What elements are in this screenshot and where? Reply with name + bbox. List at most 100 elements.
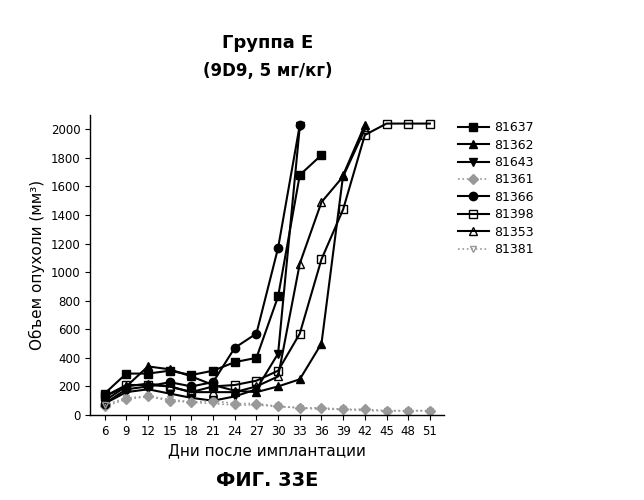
81398 — [209, 384, 217, 390]
81366 — [144, 384, 152, 390]
81361 — [404, 408, 412, 414]
81362 — [231, 388, 238, 394]
81362 — [296, 376, 304, 382]
81643 — [122, 389, 130, 395]
81361 — [426, 408, 434, 414]
81362 — [187, 374, 195, 380]
81398 — [144, 382, 152, 388]
81361 — [339, 406, 347, 412]
81398 — [231, 382, 238, 388]
81361 — [209, 398, 217, 404]
81353 — [274, 374, 282, 380]
81361 — [166, 398, 173, 404]
81366 — [209, 379, 217, 385]
81637 — [231, 359, 238, 365]
81637 — [209, 368, 217, 374]
81362 — [361, 122, 369, 128]
81361 — [317, 405, 325, 411]
81361 — [274, 404, 282, 409]
81361 — [231, 400, 238, 406]
81362 — [317, 340, 325, 346]
81361 — [122, 396, 130, 402]
Line: 81361: 81361 — [101, 393, 433, 414]
81398 — [274, 368, 282, 374]
81353 — [209, 389, 217, 395]
81398 — [383, 120, 390, 126]
81362 — [122, 384, 130, 390]
81353 — [187, 389, 195, 395]
81643 — [231, 394, 238, 400]
81362 — [166, 366, 173, 372]
81353 — [166, 384, 173, 390]
81643 — [144, 386, 152, 392]
81381 — [122, 395, 130, 401]
Text: (9D9, 5 мг/кг): (9D9, 5 мг/кг) — [202, 62, 332, 80]
81637 — [317, 152, 325, 158]
81398 — [404, 120, 412, 126]
81366 — [252, 330, 260, 336]
Line: 81362: 81362 — [100, 121, 369, 400]
81362 — [100, 394, 108, 400]
81398 — [317, 256, 325, 262]
81398 — [361, 132, 369, 138]
81353 — [296, 260, 304, 266]
81643 — [166, 390, 173, 396]
81381 — [426, 408, 434, 414]
Legend: 81637, 81362, 81643, 81361, 81366, 81398, 81353, 81381: 81637, 81362, 81643, 81361, 81366, 81398… — [458, 121, 534, 256]
81353 — [361, 126, 369, 132]
81366 — [166, 379, 173, 385]
81643 — [274, 350, 282, 356]
81353 — [100, 398, 108, 404]
81381 — [361, 408, 369, 414]
81637 — [122, 370, 130, 376]
81381 — [187, 399, 195, 405]
81381 — [274, 404, 282, 409]
X-axis label: Дни после имплантации: Дни после имплантации — [168, 444, 366, 458]
81637 — [274, 294, 282, 300]
81362 — [209, 382, 217, 388]
81381 — [144, 394, 152, 400]
81637 — [166, 368, 173, 374]
81366 — [296, 122, 304, 128]
81637 — [252, 355, 260, 361]
81362 — [339, 172, 347, 178]
81366 — [274, 245, 282, 251]
81381 — [296, 405, 304, 411]
Y-axis label: Объем опухоли (мм³): Объем опухоли (мм³) — [29, 180, 45, 350]
81381 — [317, 406, 325, 412]
81398 — [122, 382, 130, 388]
81381 — [339, 406, 347, 412]
81381 — [100, 402, 108, 408]
81637 — [187, 372, 195, 378]
Text: Группа Е: Группа Е — [222, 34, 313, 52]
81353 — [231, 389, 238, 395]
81381 — [231, 402, 238, 408]
81381 — [252, 402, 260, 408]
81643 — [209, 398, 217, 404]
81366 — [187, 384, 195, 390]
81398 — [296, 330, 304, 336]
Line: 81398: 81398 — [100, 120, 434, 400]
81398 — [100, 394, 108, 400]
Text: ФИГ. 33Е: ФИГ. 33Е — [216, 471, 318, 490]
81398 — [339, 206, 347, 212]
81366 — [100, 400, 108, 406]
81398 — [426, 120, 434, 126]
81361 — [144, 394, 152, 400]
81361 — [383, 408, 390, 414]
81353 — [339, 174, 347, 180]
81643 — [252, 386, 260, 392]
81366 — [122, 386, 130, 392]
81637 — [296, 172, 304, 178]
81381 — [209, 400, 217, 406]
Line: 81381: 81381 — [101, 393, 433, 414]
81361 — [100, 404, 108, 409]
81353 — [144, 380, 152, 386]
Line: 81643: 81643 — [100, 122, 304, 408]
81381 — [383, 408, 390, 414]
81361 — [296, 405, 304, 411]
81381 — [404, 408, 412, 414]
81362 — [144, 364, 152, 370]
81361 — [361, 406, 369, 412]
81637 — [100, 390, 108, 396]
